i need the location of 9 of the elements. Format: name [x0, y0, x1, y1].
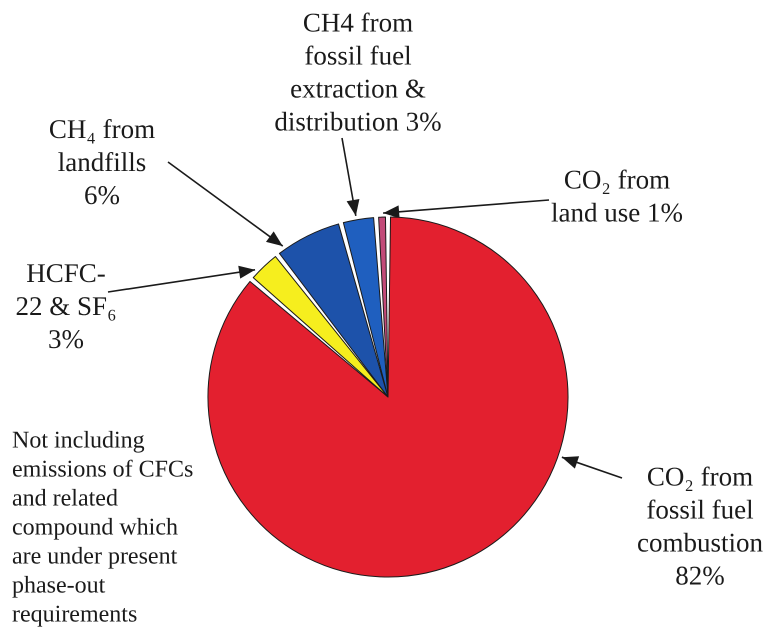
slice-label: CH4 from fossil fuel extraction & distribution 3% — [274, 8, 442, 136]
slice-label: CO₂ from land use 1% — [551, 164, 683, 228]
data-label: 3% — [48, 324, 84, 354]
slice-label: CH₄ from landfills — [48, 114, 156, 177]
text: Not including emissions of CFCs and related compound which are under present phase-out requirements — [12, 428, 194, 628]
data-label: 82% — [675, 560, 725, 590]
data-label: 6% — [84, 180, 120, 210]
slice-label: HCFC-22 & SF₆ — [16, 258, 116, 321]
slice-label: CO₂ from fossil fuel combustion — [637, 462, 764, 558]
